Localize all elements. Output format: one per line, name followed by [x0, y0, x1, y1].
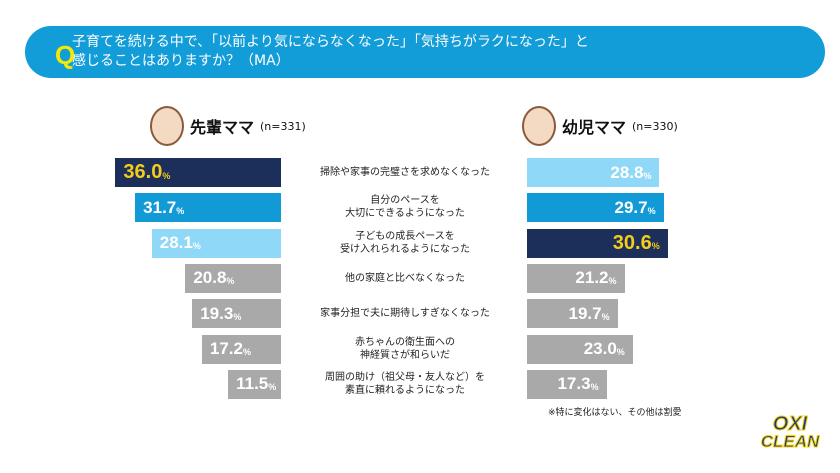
unit-label: %	[651, 241, 660, 252]
data-label: 36.0	[123, 161, 163, 183]
bar-senior: 28.1%	[151, 228, 281, 258]
legend-senior-moms: 先輩ママ (n=331)	[150, 106, 306, 146]
question-banner	[25, 26, 825, 78]
unit-label: %	[226, 276, 235, 287]
unit-label: %	[192, 241, 201, 252]
sample-size: (n=331)	[260, 119, 306, 133]
data-label: 17.3	[557, 374, 591, 394]
mother-child-avatar-icon	[522, 106, 556, 146]
bar-senior: 20.8%	[185, 263, 281, 293]
bar-senior: 31.7%	[135, 193, 281, 223]
category-label: 他の家庭と比べなくなった	[345, 272, 465, 284]
unit-label: %	[233, 311, 242, 322]
series-name: 幼児ママ	[562, 118, 627, 137]
data-label: 28.8	[610, 162, 644, 182]
unit-label: %	[647, 205, 656, 216]
bar-senior: 19.3%	[192, 299, 281, 329]
unit-label: %	[176, 205, 185, 216]
unit-label: %	[608, 276, 617, 287]
data-label: 31.7	[143, 197, 177, 217]
bar-toddler: 17.3%	[527, 369, 607, 399]
data-label: 11.5	[236, 374, 269, 394]
unit-label: %	[590, 382, 599, 393]
unit-label: %	[601, 311, 610, 322]
bar-senior: 36.0%	[115, 158, 281, 187]
category-label: 子どもの成長ペースを 受け入れられるようになった	[340, 230, 470, 255]
data-label: 19.3	[200, 303, 234, 323]
unit-label: %	[268, 382, 277, 393]
bar-senior: 11.5%	[228, 369, 281, 399]
data-label: 28.1	[159, 233, 193, 253]
category-label: 自分のペースを 大切にできるようになった	[345, 195, 465, 220]
unit-label: %	[616, 347, 625, 357]
question-text: 子育てを続ける中で、「以前より気にならなくなった」「気持ちがラクになった」と 感…	[72, 33, 812, 71]
bar-toddler: 30.6%	[527, 228, 668, 258]
data-label: 17.2	[209, 339, 243, 358]
bar-senior: 17.2%	[201, 334, 281, 364]
category-label: 赤ちゃんの衛生面への 神経質さが和らいだ	[355, 336, 455, 361]
data-label: 23.0	[583, 339, 617, 358]
oxiclean-logo: OXI CLEAN	[760, 413, 820, 452]
data-label: 30.6	[612, 231, 652, 254]
data-label: 29.7	[614, 197, 648, 217]
category-label: 家事分担で夫に期待しすぎなくなった	[320, 308, 490, 320]
unit-label: %	[643, 170, 652, 181]
category-label: 周囲の助け（祖父母・友人など）を 素直に頼れるようになった	[325, 371, 485, 396]
bar-toddler: 29.7%	[527, 193, 664, 223]
bar-toddler: 28.8%	[527, 158, 660, 187]
bar-toddler: 19.7%	[527, 299, 618, 329]
unit-label: %	[242, 347, 251, 357]
data-label: 20.8	[193, 268, 227, 288]
q-mark: Q	[55, 40, 76, 70]
data-label: 19.7	[568, 303, 602, 323]
legend-toddler-moms: 幼児ママ (n=330)	[522, 106, 678, 146]
bar-toddler: 21.2%	[527, 263, 625, 293]
unit-label: %	[162, 170, 171, 181]
category-label: 掃除や家事の完璧さを求めなくなった	[320, 167, 490, 178]
mother-children-avatar-icon	[150, 106, 184, 146]
footnote: ※特に変化はない、その他は割愛	[548, 408, 682, 418]
series-name: 先輩ママ	[190, 118, 255, 137]
data-label: 21.2	[575, 268, 609, 288]
sample-size: (n=330)	[632, 119, 678, 133]
bar-toddler: 23.0%	[527, 334, 633, 364]
question-line-2: 感じることはありますか？（MA）	[72, 53, 290, 69]
question-line-1: 子育てを続ける中で、「以前より気にならなくなった」「気持ちがラクになった」と	[72, 34, 589, 50]
